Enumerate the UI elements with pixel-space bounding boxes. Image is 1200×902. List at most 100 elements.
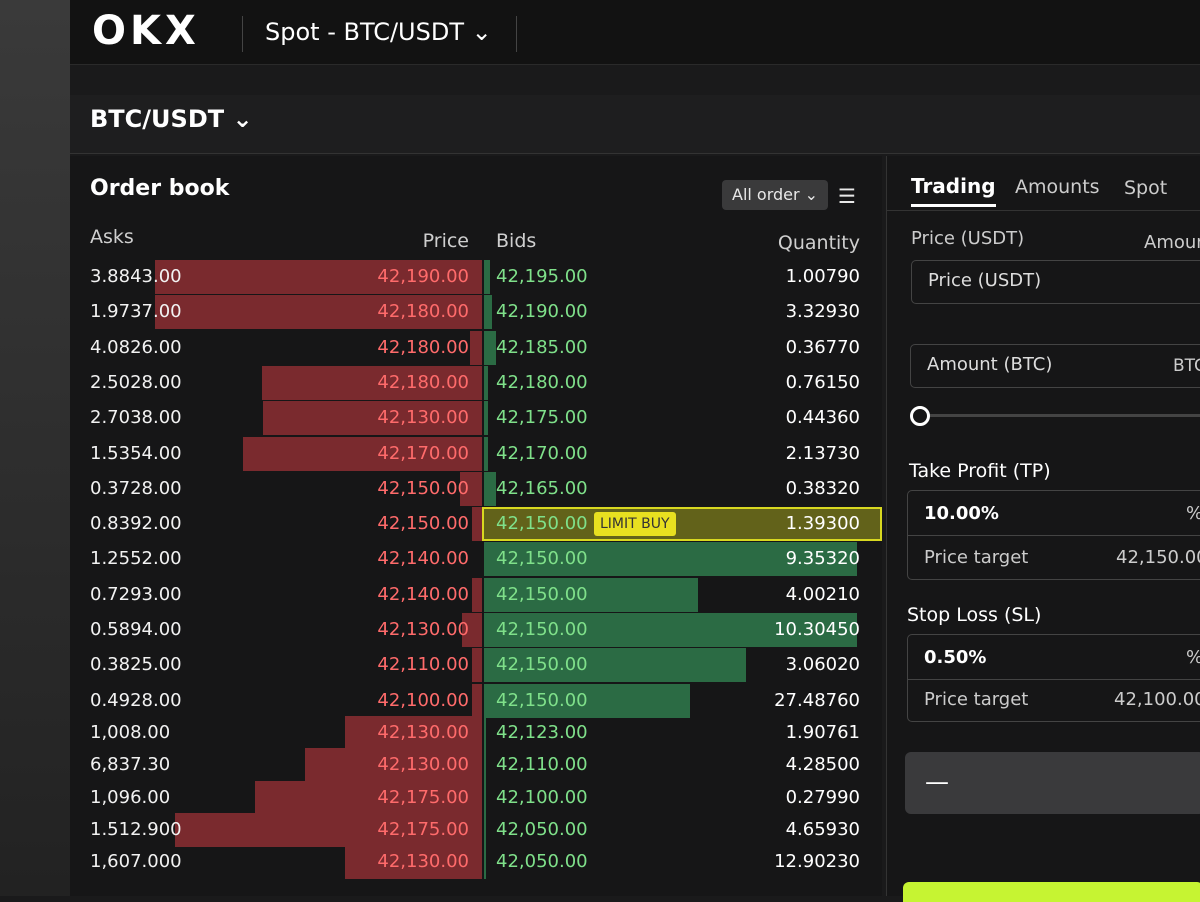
amount-input[interactable]: Amount (BTC) BTC	[910, 344, 1200, 388]
ask-depth-bar	[472, 507, 482, 542]
bid-quantity: 1.39300	[785, 513, 860, 535]
ask-depth-bar	[263, 401, 482, 436]
ask-price: 42,180.00	[377, 301, 469, 323]
divider	[908, 679, 1200, 680]
column-header: Price	[422, 230, 469, 252]
bid-depth-bar	[484, 613, 857, 647]
ask-price: 42,180.00	[377, 336, 469, 358]
column-header: Asks	[90, 226, 134, 248]
tp-percent[interactable]: 10.00%	[924, 503, 999, 524]
bid-depth-bar	[484, 748, 486, 783]
bid-depth-bar	[484, 471, 496, 506]
bid-depth-bar	[484, 648, 746, 683]
bid-price: 42,165.00	[496, 477, 588, 499]
ask-amount: 6,837.30	[90, 754, 171, 776]
bid-price: 42,150.00	[496, 689, 588, 711]
ask-depth-bar	[460, 471, 482, 506]
bid-quantity: 4.00210	[785, 583, 860, 605]
ask-depth-bar	[345, 845, 482, 880]
layout-toggle[interactable]: ☰	[838, 184, 856, 208]
ask-amount: 1,008.00	[90, 721, 171, 743]
ask-amount: 1.5354.00	[90, 442, 182, 464]
input-placeholder: Amount (BTC)	[927, 354, 1053, 375]
pair-selector[interactable]: Spot - BTC/USDT ⌄	[265, 18, 492, 46]
ask-amount: 0.3825.00	[90, 654, 182, 676]
highlight-row	[482, 507, 882, 542]
ask-amount: 1,607.000	[90, 851, 182, 873]
top-bar: OKX Spot - BTC/USDT ⌄	[70, 0, 1200, 65]
ask-amount: 2.7038.00	[90, 407, 182, 429]
bid-price: 42,185.00	[496, 336, 588, 358]
ask-price: 42,175.00	[377, 818, 469, 840]
ask-depth-bar	[255, 780, 482, 815]
sl-percent[interactable]: 0.50%	[924, 647, 987, 668]
bid-depth-bar	[484, 683, 690, 718]
sub-bar: BTC/USDT ⌄	[70, 95, 1200, 154]
ask-depth-bar	[472, 648, 482, 683]
bid-quantity: 1.00790	[785, 266, 860, 287]
bid-depth-bar	[484, 401, 488, 436]
sl-box: 0.50% % Price target 42,100.00	[907, 634, 1200, 722]
tab[interactable]: Spot	[1124, 177, 1168, 199]
ask-price: 42,130.00	[377, 754, 469, 776]
bid-depth-bar	[484, 577, 698, 612]
bid-quantity: 0.36770	[785, 336, 860, 358]
slider-handle[interactable]	[910, 406, 930, 426]
filter-dropdown[interactable]: All order ⌄	[722, 180, 829, 210]
order-book-title: Order book	[90, 176, 230, 201]
ask-price: 42,130.00	[377, 721, 469, 743]
bid-quantity: 2.13730	[785, 442, 860, 464]
bid-quantity: 3.32930	[785, 301, 860, 323]
trade-panel: Trading Amounts Spot Price (USDT) Amoun …	[886, 156, 1200, 902]
ask-depth-bar	[472, 577, 482, 612]
bid-price: 42,123.00	[496, 721, 588, 743]
ask-amount: 1.2552.00	[90, 548, 182, 570]
sl-target-label: Price target	[924, 689, 1029, 710]
column-header: Quantity	[777, 232, 860, 254]
section-title: Stop Loss (SL)	[907, 604, 1042, 626]
pair-dropdown[interactable]: BTC/USDT ⌄	[90, 105, 253, 133]
bid-depth-bar	[484, 542, 857, 577]
tab[interactable]: Trading	[911, 174, 996, 207]
tab[interactable]: Amounts	[1015, 176, 1100, 198]
bid-quantity: 4.28500	[785, 754, 860, 776]
bid-depth-bar	[484, 845, 486, 880]
unit: %	[1186, 647, 1200, 668]
field-label: Price (USDT)	[911, 228, 1025, 249]
ask-price: 42,150.00	[377, 513, 469, 535]
bid-quantity: 3.06020	[785, 654, 860, 676]
ask-price: 42,130.00	[377, 851, 469, 873]
bid-quantity: 0.27990	[785, 786, 860, 808]
screen-bezel	[0, 0, 70, 896]
ask-depth-bar	[462, 613, 482, 647]
tp-target-label: Price target	[924, 547, 1029, 568]
input-placeholder: Price (USDT)	[928, 270, 1042, 291]
divider	[908, 535, 1200, 536]
bid-quantity: 0.76150	[785, 371, 860, 393]
ask-depth-bar	[345, 715, 482, 750]
ask-price: 42,190.00	[377, 266, 469, 287]
tp-target: 42,150.00	[1116, 547, 1200, 568]
bid-price: 42,150.00	[496, 583, 588, 605]
pair-selector-text: Spot - BTC/USDT	[265, 18, 464, 46]
unit: %	[1186, 503, 1200, 524]
action-button[interactable]: —	[905, 752, 1200, 814]
price-input[interactable]: Price (USDT)	[911, 260, 1200, 304]
logo: OKX	[92, 8, 200, 54]
column-header: Bids	[496, 230, 537, 252]
bid-quantity: 10.30450	[774, 619, 860, 640]
buy-button[interactable]	[903, 882, 1200, 902]
bid-depth-bar	[484, 780, 486, 815]
bid-price: 42,150.00	[496, 654, 588, 676]
bid-price: 42,175.00	[496, 407, 588, 429]
ask-amount: 0.7293.00	[90, 583, 182, 605]
sl-target: 42,100.00	[1114, 689, 1200, 710]
limit-buy-badge: LIMIT BUY	[594, 512, 676, 537]
bid-price: 42,190.00	[496, 301, 588, 323]
bid-price: 42,050.00	[496, 818, 588, 840]
bid-price: 42,110.00	[496, 754, 588, 776]
slider-track[interactable]	[919, 414, 1200, 417]
ask-depth-bar	[472, 683, 482, 718]
section-title: Take Profit (TP)	[909, 460, 1051, 482]
